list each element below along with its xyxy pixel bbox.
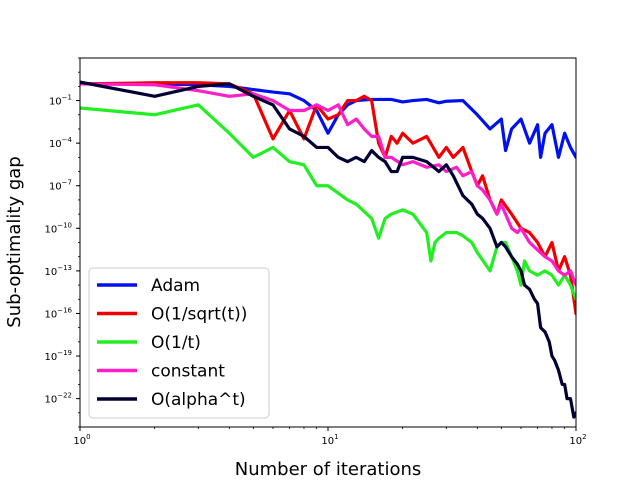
- legend-label-4: O(alpha^t): [151, 390, 246, 410]
- y-tick-label-5: 10−16: [44, 306, 72, 320]
- x-tick-label-1: 101: [321, 433, 338, 447]
- series-line-2: [80, 103, 576, 301]
- x-tick-label-0: 100: [73, 433, 90, 447]
- y-tick-label-0: 10−1: [49, 94, 72, 108]
- y-axis-title: Sub-optimality gap: [4, 156, 25, 327]
- legend-label-2: O(1/t): [151, 333, 201, 353]
- y-tick-label-7: 10−22: [44, 392, 72, 406]
- legend-box: [88, 267, 270, 419]
- legend-label-1: O(1/sqrt(t)): [151, 305, 247, 325]
- ticks-layer: 100 101 102 10−1 10−4 10−7 10−10 10−13 10−16 10−1…: [44, 57, 587, 447]
- legend: Adam O(1/sqrt(t)) O(1/t) constant O(alpha^t): [88, 267, 270, 419]
- series-line-0: [80, 82, 576, 159]
- legend-label-3: constant: [151, 362, 225, 382]
- series-line-4: [80, 80, 576, 419]
- y-tick-label-6: 10−19: [44, 349, 72, 363]
- y-tick-label-1: 10−4: [49, 136, 73, 150]
- y-tick-label-3: 10−10: [44, 221, 72, 235]
- series-layer: [80, 80, 576, 419]
- x-axis-title: Number of iterations: [235, 459, 422, 480]
- y-tick-label-4: 10−13: [44, 264, 72, 278]
- x-tick-label-2: 102: [569, 433, 586, 447]
- legend-label-0: Adam: [151, 276, 200, 296]
- y-tick-label-2: 10−7: [49, 179, 72, 193]
